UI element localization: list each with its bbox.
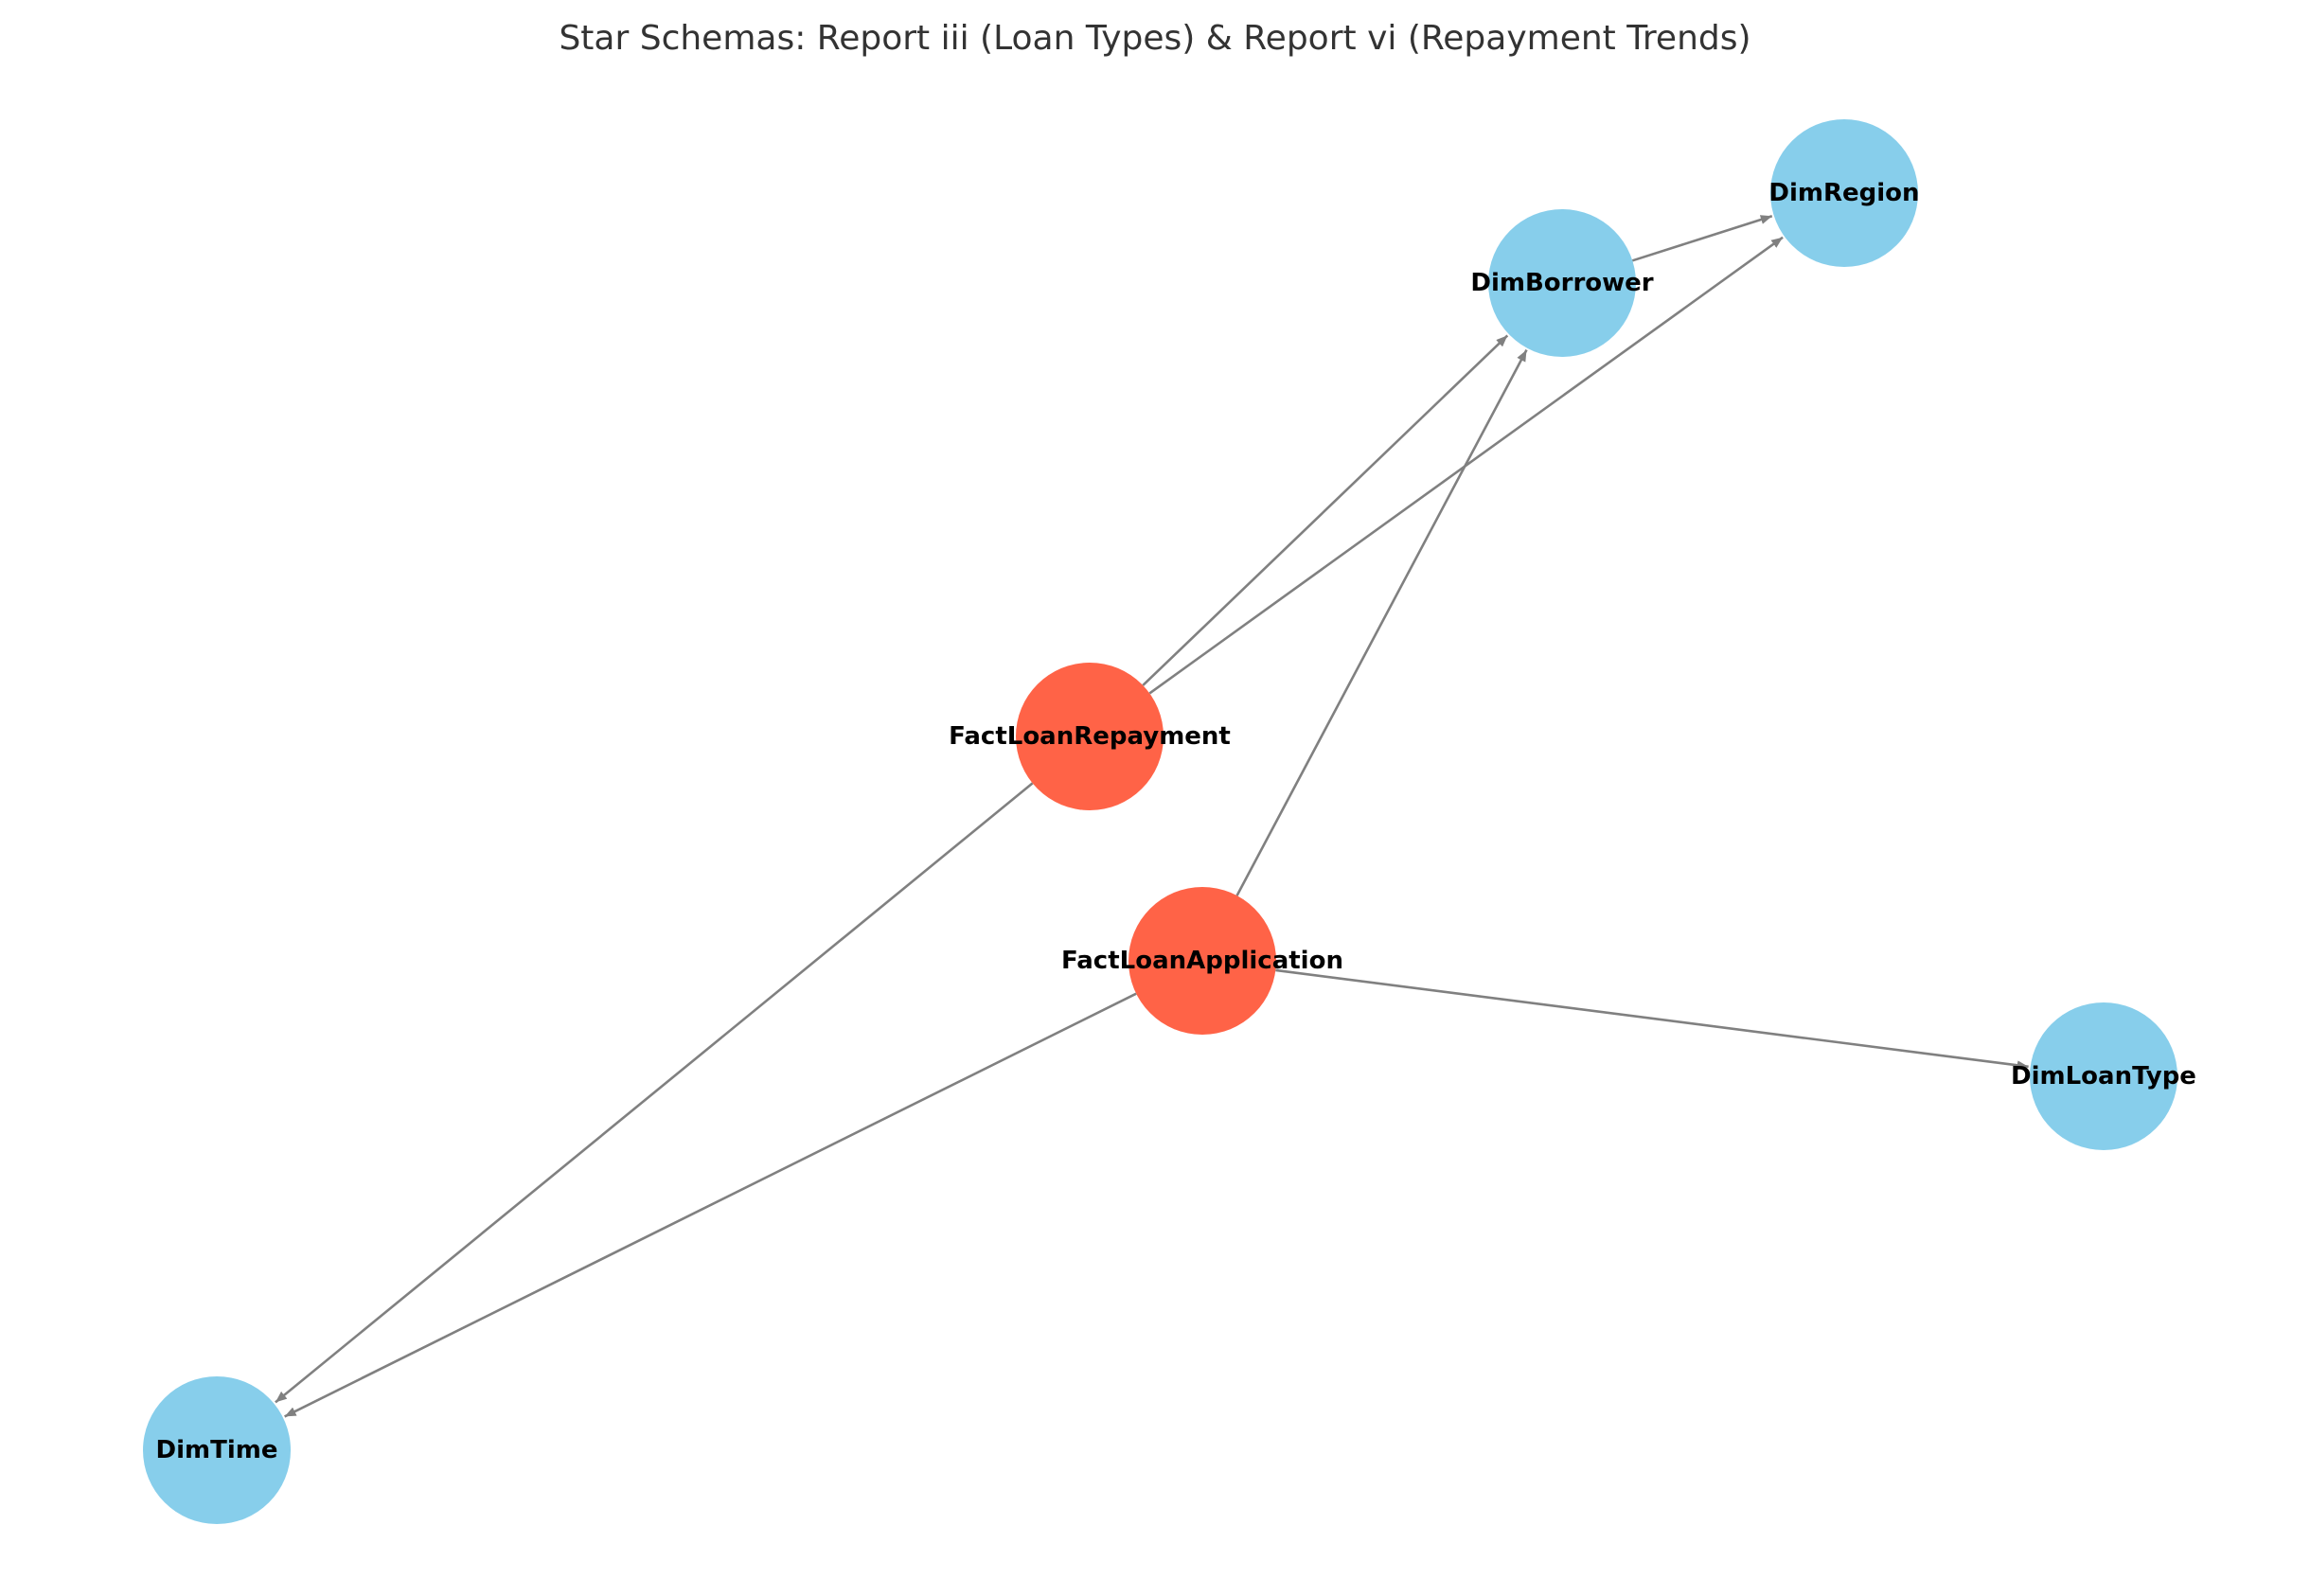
node-label-FactLoanApplication: FactLoanApplication <box>1061 947 1343 975</box>
edge-DimBorrower-to-DimRegion <box>1631 215 1773 262</box>
node-FactLoanRepayment[interactable]: FactLoanRepayment <box>949 663 1231 810</box>
node-circle-DimLoanType[interactable] <box>2030 1002 2177 1150</box>
diagram-title: Star Schemas: Report iii (Loan Types) & … <box>559 19 1750 58</box>
node-label-DimTime: DimTime <box>156 1436 278 1464</box>
node-label-DimBorrower: DimBorrower <box>1470 269 1653 297</box>
node-label-DimLoanType: DimLoanType <box>2011 1062 2196 1091</box>
edge-FactLoanApplication-to-DimTime <box>284 992 1137 1418</box>
node-circle-DimBorrower[interactable] <box>1488 209 1636 357</box>
edge-FactLoanRepayment-to-DimTime <box>275 782 1034 1404</box>
node-label-FactLoanRepayment: FactLoanRepayment <box>949 722 1231 751</box>
edge-FactLoanRepayment-to-DimBorrower <box>1142 334 1509 686</box>
node-FactLoanApplication[interactable]: FactLoanApplication <box>1061 887 1343 1035</box>
node-DimRegion[interactable]: DimRegion <box>1768 119 1920 267</box>
node-circle-DimRegion[interactable] <box>1770 119 1918 267</box>
node-circle-DimTime[interactable] <box>143 1376 291 1524</box>
node-circle-FactLoanApplication[interactable] <box>1128 887 1276 1035</box>
nodes-layer: FactLoanRepayment FactLoanApplication DimB… <box>143 119 2196 1524</box>
edges-layer <box>275 215 2029 1418</box>
node-DimBorrower[interactable]: DimBorrower <box>1470 209 1654 357</box>
node-circle-FactLoanRepayment[interactable] <box>1016 663 1164 810</box>
edge-FactLoanApplication-to-DimBorrower <box>1235 349 1528 896</box>
node-label-DimRegion: DimRegion <box>1768 179 1919 207</box>
node-DimLoanType[interactable]: DimLoanType <box>2011 1002 2196 1150</box>
edge-FactLoanApplication-to-DimLoanType <box>1275 968 2029 1071</box>
node-DimTime[interactable]: DimTime <box>143 1376 291 1524</box>
